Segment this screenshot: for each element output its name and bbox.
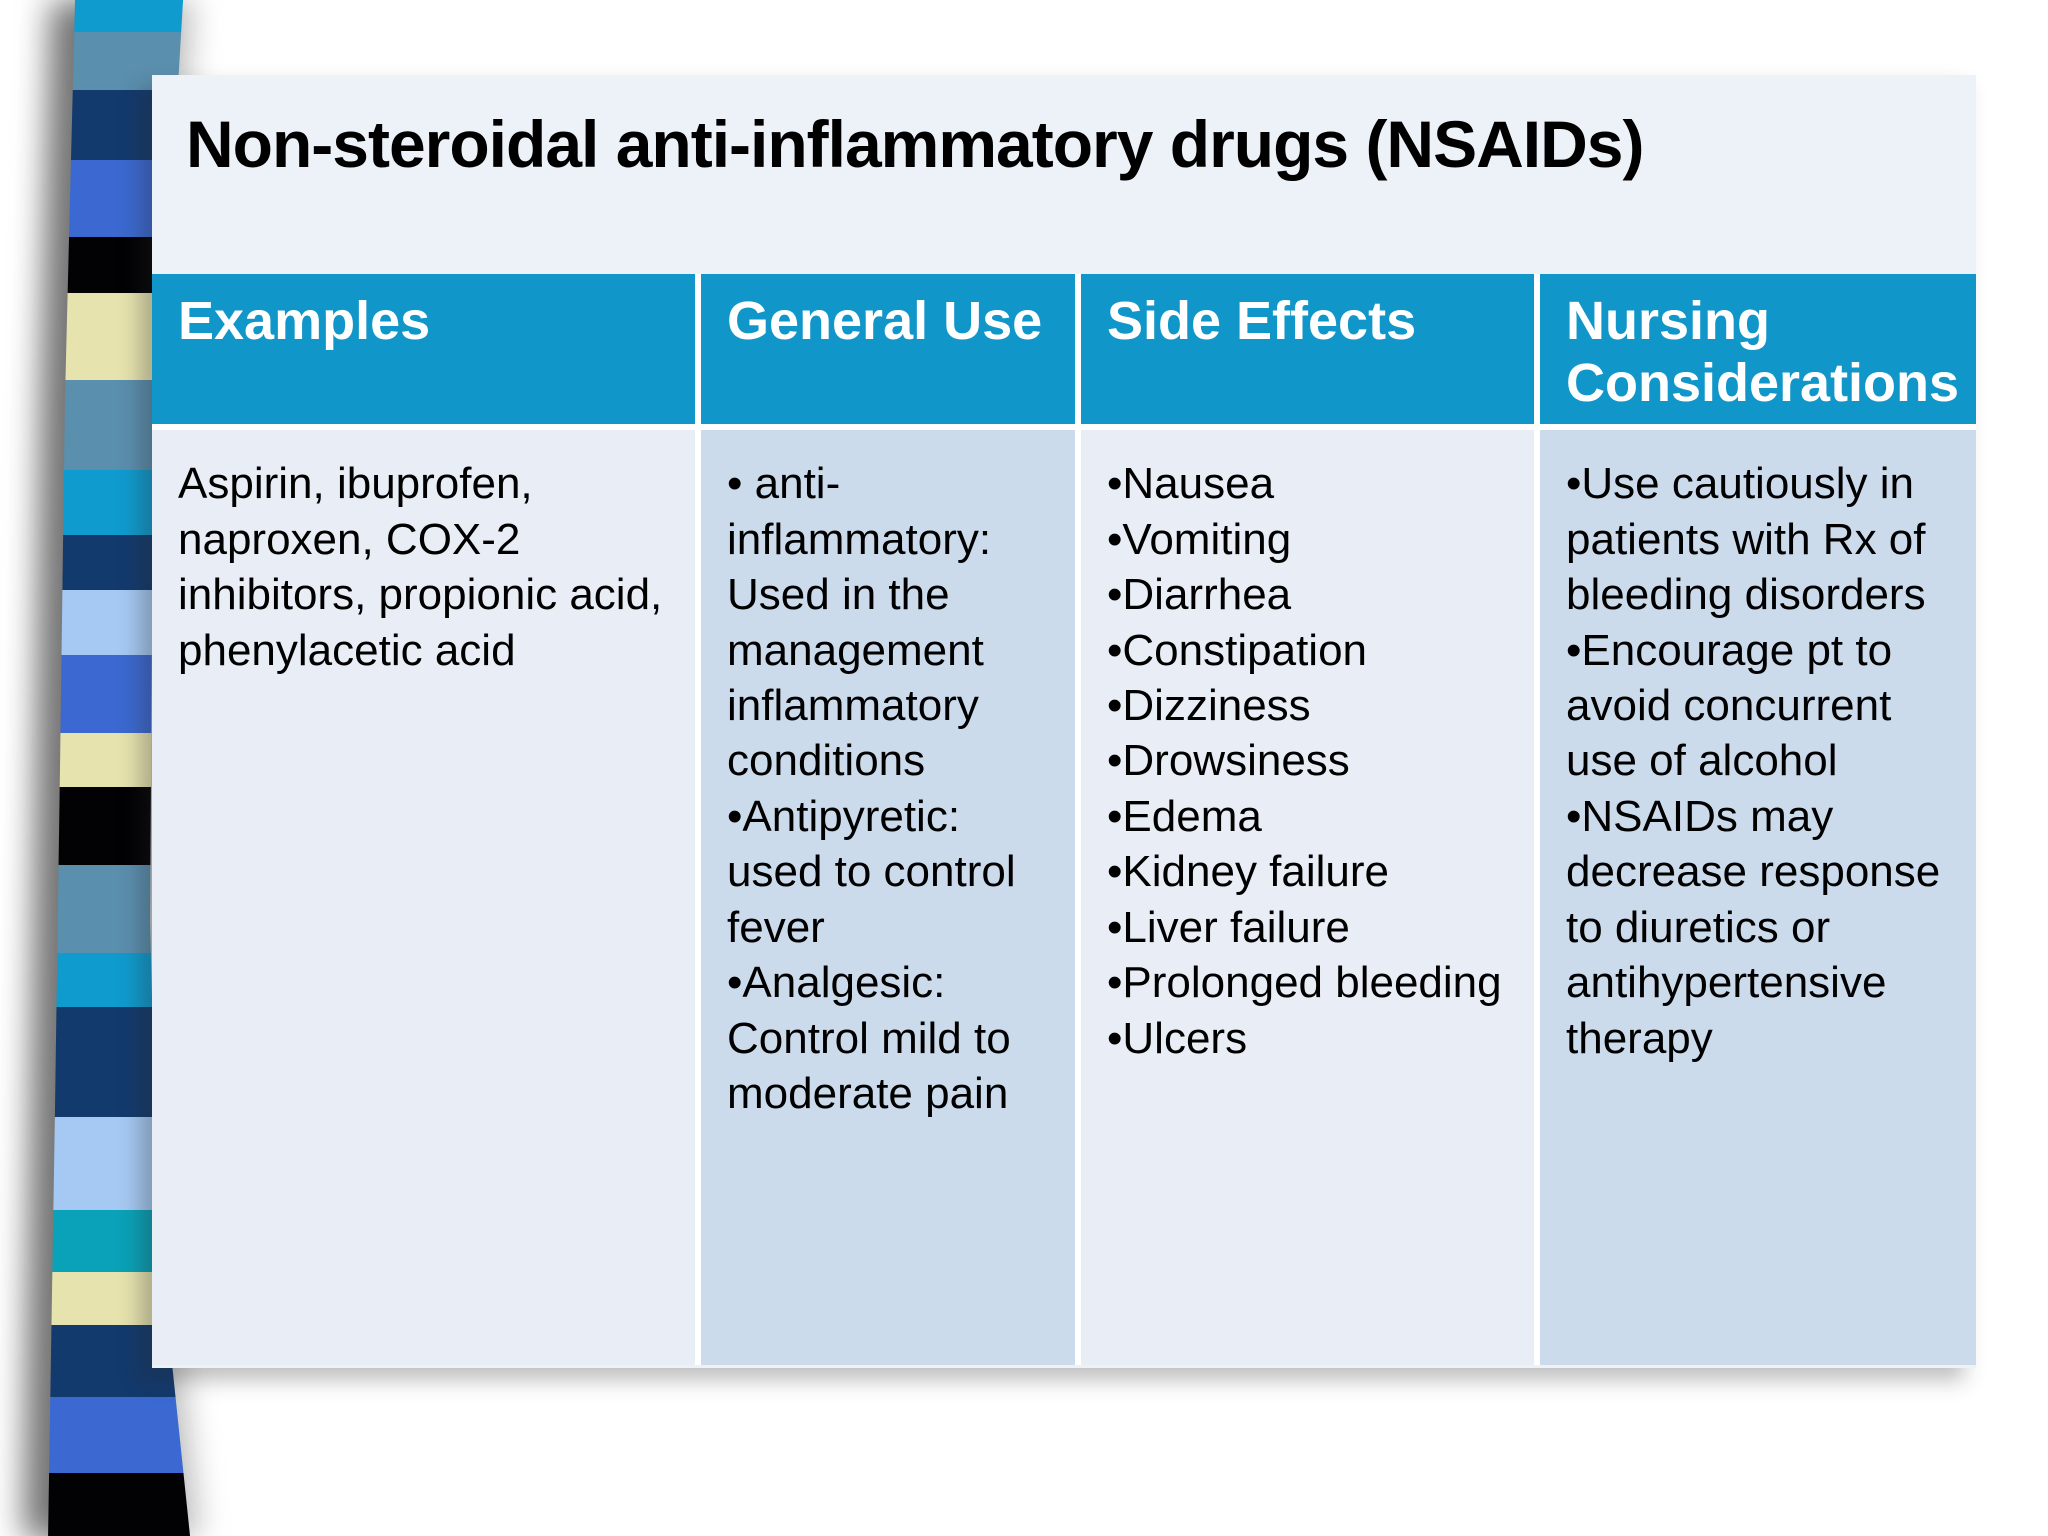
bullet-item: •Drowsiness — [1107, 736, 1350, 786]
header-label: Nursing Considerations — [1566, 291, 1960, 414]
header-cell-general-use: General Use — [701, 274, 1075, 425]
bullet-item: •Diarrhea — [1107, 570, 1292, 620]
header-cell-nursing-considerations: Nursing Considerations — [1540, 274, 1976, 425]
cell-examples: Aspirin, ibuprofen, naproxen, COX-2 inhi… — [152, 430, 695, 1366]
cell-side-effects: •Nausea •Vomiting •Diarrhea •Constipatio… — [1081, 430, 1534, 1366]
bullet-item: •Edema — [1107, 791, 1262, 841]
header-cell-side-effects: Side Effects — [1081, 274, 1534, 425]
bullet-item: •Use cautiously in patients with Rx of b… — [1566, 459, 1926, 620]
examples-text: Aspirin, ibuprofen, naproxen, COX-2 inhi… — [178, 459, 663, 675]
header-label: Side Effects — [1107, 291, 1417, 352]
header-label: Examples — [178, 291, 431, 352]
cell-general-use: • anti-inflammatory: Used in the managem… — [701, 430, 1075, 1366]
nsaid-table: Examples General Use Side Effects Nursin… — [152, 274, 1976, 1366]
header-label: General Use — [727, 291, 1043, 352]
bullet-item: •Ulcers — [1107, 1013, 1248, 1063]
bullet-item: •Constipation — [1107, 625, 1368, 675]
header-cell-examples: Examples — [152, 274, 695, 425]
bullet-item: •Analgesic: Control mild to moderate pai… — [727, 958, 1011, 1118]
bullet-item: •NSAIDs may decrease response to diureti… — [1566, 791, 1941, 1063]
cell-nursing-considerations: •Use cautiously in patients with Rx of b… — [1540, 430, 1976, 1366]
ribbon-segment — [48, 1473, 191, 1536]
bullet-item: •Encourage pt to avoid concurrent use of… — [1566, 625, 1893, 786]
bullet-item: • anti-inflammatory: Used in the managem… — [727, 459, 992, 786]
bullet-item: •Kidney failure — [1107, 847, 1390, 897]
slide-title: Non-steroidal anti-inflammatory drugs (N… — [186, 107, 1644, 181]
bullet-item: •Nausea — [1107, 459, 1275, 509]
slide: Non-steroidal anti-inflammatory drugs (N… — [152, 75, 1976, 1368]
bullet-item: •Prolonged bleeding — [1107, 958, 1502, 1008]
bullet-item: •Liver failure — [1107, 902, 1350, 952]
bullet-item: •Dizziness — [1107, 680, 1311, 730]
ribbon-segment — [48, 1397, 191, 1473]
bullet-item: •Vomiting — [1107, 514, 1292, 564]
ribbon-segment — [48, 0, 191, 32]
bullet-item: •Antipyretic: used to control fever — [727, 791, 1016, 952]
